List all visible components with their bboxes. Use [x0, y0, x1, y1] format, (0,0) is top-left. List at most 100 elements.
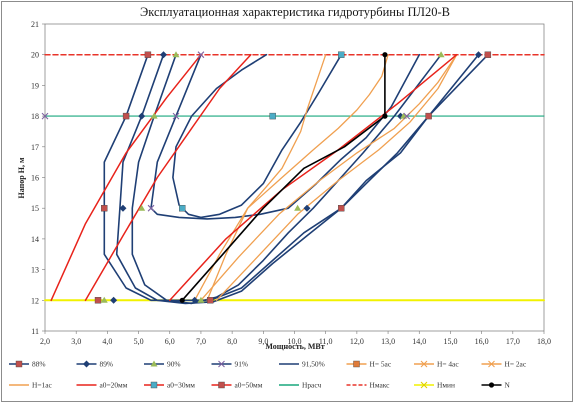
legend-label: Нмакс: [370, 381, 391, 390]
series-line: [181, 53, 386, 302]
series-marker: [138, 204, 146, 211]
legend-label: 91,50%: [302, 360, 325, 369]
legend-label: 91%: [235, 360, 249, 369]
series-marker: [150, 360, 158, 367]
series-marker: [197, 296, 205, 303]
x-tick-label: 9,0: [258, 337, 268, 346]
legend-label: Н= 5ac: [370, 360, 392, 369]
series-marker: [484, 51, 492, 58]
legend-label: 88%: [32, 360, 46, 369]
series-marker: [101, 204, 108, 212]
legend-label: 89%: [100, 360, 114, 369]
series-marker: [138, 112, 146, 120]
chart-lines: [44, 53, 545, 305]
series-marker: [197, 51, 205, 59]
series-marker: [150, 112, 158, 119]
x-tick-label: 13,0: [381, 337, 395, 346]
series-marker: [303, 204, 311, 212]
series-line: [169, 53, 458, 302]
series-marker: [437, 51, 445, 58]
chart-title: Эксплуатационная характеристика гидротур…: [140, 5, 450, 19]
series-marker: [353, 360, 360, 368]
series-marker: [94, 297, 102, 304]
series-marker: [15, 360, 23, 368]
series-marker: [403, 112, 411, 120]
x-tick-label: 18,0: [537, 337, 551, 346]
chart-legend: 88% 89% 90% 91% 91,50% Н= 5ac Н= 4ac Н= 2ac Н=1a…: [9, 360, 527, 390]
series-marker: [269, 112, 276, 120]
series-marker: [382, 52, 388, 58]
y-tick-label: 21: [31, 20, 39, 29]
series-line: [50, 53, 202, 302]
series-marker: [420, 381, 428, 389]
series-marker: [172, 112, 180, 120]
x-tick-label: 4,0: [102, 337, 112, 346]
x-tick-label: 5,0: [134, 337, 144, 346]
series-marker: [179, 297, 185, 303]
x-tick-label: 3,0: [71, 337, 81, 346]
legend-label: Н=1ac: [32, 381, 52, 390]
x-tick-label: 12,0: [350, 337, 364, 346]
legend-label: 90%: [167, 360, 181, 369]
legend-label: Нрасч: [302, 381, 321, 390]
series-marker: [218, 360, 225, 368]
x-tick-label: 14,0: [412, 337, 426, 346]
series-marker: [172, 51, 180, 58]
series-marker: [425, 112, 432, 120]
series-marker: [382, 113, 388, 119]
x-tick-label: 7,0: [196, 337, 206, 346]
series-marker: [41, 112, 49, 120]
series-line: [172, 53, 343, 219]
x-tick-label: 17,0: [506, 337, 520, 346]
series-marker: [338, 204, 345, 212]
series-marker: [179, 204, 186, 212]
x-tick-label: 10,0: [288, 337, 302, 346]
legend-label: Н= 4ac: [437, 360, 459, 369]
legend-label: Н= 2ac: [505, 360, 527, 369]
series-marker: [488, 382, 495, 388]
x-tick-label: 2,0: [40, 337, 50, 346]
x-tick-label: 6,0: [165, 337, 175, 346]
x-tick-label: 11,0: [319, 337, 333, 346]
series-line: [150, 53, 421, 220]
y-tick-label: 13: [31, 266, 39, 275]
series-line: [206, 54, 327, 301]
series-marker: [150, 381, 158, 389]
series-marker: [218, 381, 225, 389]
series-marker: [144, 51, 152, 58]
y-tick-label: 12: [31, 296, 39, 305]
series-marker: [191, 296, 199, 304]
series-line: [200, 54, 458, 301]
x-axis-label: Мощность, МВт: [265, 342, 324, 351]
series-marker: [207, 297, 214, 304]
y-tick-label: 14: [31, 235, 39, 244]
legend-label: N: [505, 381, 511, 390]
legend-label: a0=20мм: [100, 381, 128, 390]
series-marker: [100, 296, 108, 303]
axis-ticks: 2,0 3,0 4,0 5,0 6,0 7,0 8,0 9,0 10,0 11,0 12,0 13,0…: [31, 20, 551, 346]
series-line: [215, 54, 458, 301]
y-axis-label: Напор Н, м: [17, 157, 26, 198]
legend-label: a0=50мм: [235, 381, 263, 390]
series-line: [131, 53, 442, 305]
series-line: [194, 54, 389, 301]
series-marker: [83, 360, 90, 368]
y-tick-label: 15: [31, 204, 39, 213]
x-tick-label: 15,0: [443, 337, 457, 346]
y-tick-label: 19: [31, 81, 39, 90]
series-marker: [338, 51, 345, 58]
y-tick-label: 16: [31, 174, 39, 183]
chart-markers: [41, 51, 492, 304]
series-marker: [475, 51, 483, 59]
series-marker: [488, 360, 495, 368]
legend-label: Нмин: [437, 381, 455, 390]
y-tick-label: 11: [31, 327, 39, 336]
series-marker: [147, 204, 155, 212]
series-marker: [420, 360, 428, 368]
series-marker: [119, 204, 127, 212]
legend-label: a0=30мм: [167, 381, 195, 390]
y-tick-label: 17: [31, 143, 39, 152]
y-tick-label: 20: [31, 51, 39, 60]
